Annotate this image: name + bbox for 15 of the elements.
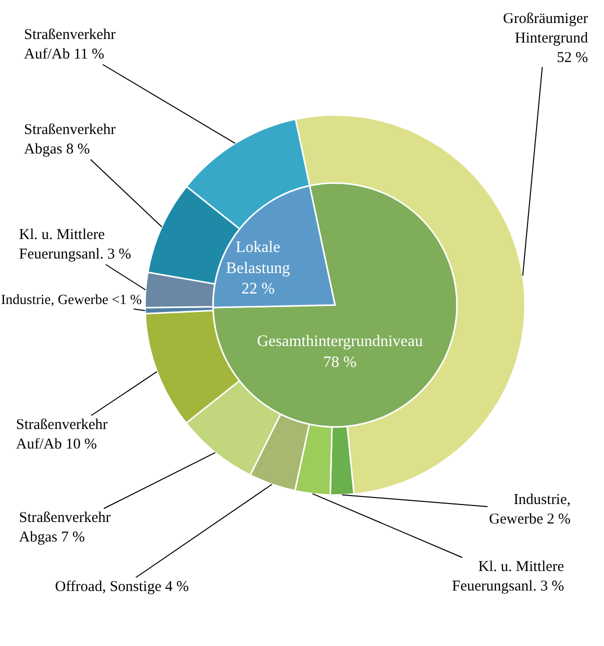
data-label: 78 %: [323, 354, 357, 371]
data-label: 52 %: [556, 50, 588, 66]
slice-label: Straßenverkehr Abgas 7 %: [19, 510, 111, 546]
slice-label: Industrie, Gewerbe <1 %: [1, 293, 142, 308]
slice-label: Straßenverkehr Auf/Ab 10 %: [16, 417, 108, 452]
slice-label: Industrie, Gewerbe 2 %: [489, 492, 571, 528]
slice-label: Lokale Belastung: [226, 239, 290, 277]
data-label: 22 %: [241, 280, 275, 298]
slice-label: Großräumiger Hintergrund: [503, 11, 588, 46]
slice-label: Straßenverkehr Abgas 8 %: [24, 122, 116, 158]
slice-label: Kl. u. Mittlere Feuerungsanl. 3 %: [19, 227, 132, 262]
slice-label: Offroad, Sonstige 4 %: [55, 579, 189, 595]
slice-label: Gesamthintergrundniveau: [257, 333, 423, 350]
slice-label: Straßenverkehr Auf/Ab 11 %: [24, 27, 116, 62]
slice-label: Kl. u. Mittlere Feuerungsanl. 3 %: [452, 559, 564, 594]
